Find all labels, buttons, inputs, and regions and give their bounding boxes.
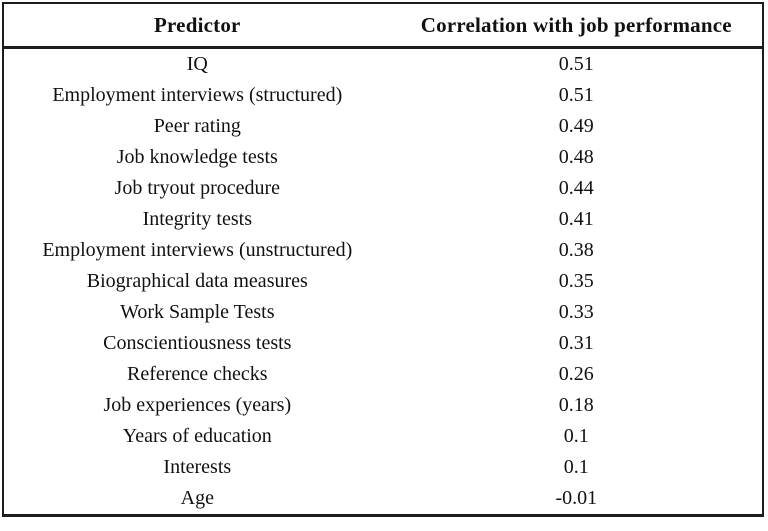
predictor-cell: Age xyxy=(180,487,214,509)
predictor-cell: Biographical data measures xyxy=(86,270,308,292)
header-predictor: Predictor xyxy=(4,4,391,49)
header-row: Predictor Correlation with job performan… xyxy=(4,4,762,49)
correlation-cell: 0.31 xyxy=(558,332,594,354)
table-row: Age -0.01 xyxy=(4,483,762,514)
predictor-cell: Work Sample Tests xyxy=(120,301,275,323)
correlation-table: Predictor Correlation with job performan… xyxy=(4,4,762,514)
table-row: Peer rating 0.49 xyxy=(4,111,762,142)
predictor-cell: Job experiences (years) xyxy=(103,394,292,416)
correlation-cell: 0.26 xyxy=(558,363,594,385)
correlation-cell: 0.38 xyxy=(558,239,594,261)
table-row: Employment interviews (unstructured) 0.38 xyxy=(4,235,762,266)
correlation-cell: 0.51 xyxy=(558,84,594,106)
predictor-cell: Employment interviews (structured) xyxy=(52,84,343,106)
table-row: Biographical data measures 0.35 xyxy=(4,266,762,297)
correlation-cell: 0.51 xyxy=(558,53,594,75)
predictor-cell: Years of education xyxy=(122,425,272,447)
correlation-cell: 0.33 xyxy=(558,301,594,323)
table-row: Job experiences (years) 0.18 xyxy=(4,390,762,421)
correlation-cell: 0.35 xyxy=(558,270,594,292)
correlation-cell: 0.44 xyxy=(558,177,594,199)
correlation-cell: 0.18 xyxy=(558,394,594,416)
predictor-correlation-table: Predictor Correlation with job performan… xyxy=(2,2,764,517)
table-row: Job tryout procedure 0.44 xyxy=(4,173,762,204)
predictor-cell: Job knowledge tests xyxy=(116,146,278,168)
predictor-cell: Reference checks xyxy=(127,363,268,385)
correlation-cell: 0.49 xyxy=(558,115,594,137)
table-row: Reference checks 0.26 xyxy=(4,359,762,390)
correlation-cell: 0.1 xyxy=(563,425,589,447)
table-row: Employment interviews (structured) 0.51 xyxy=(4,80,762,111)
predictor-cell: IQ xyxy=(186,53,208,75)
correlation-cell: 0.1 xyxy=(563,456,589,478)
table-body: IQ 0.51 Employment interviews (structured)… xyxy=(4,48,762,515)
table-row: Conscientiousness tests 0.31 xyxy=(4,328,762,359)
correlation-cell: 0.41 xyxy=(558,208,594,230)
header-correlation: Correlation with job performance xyxy=(390,4,762,49)
predictor-cell: Employment interviews (unstructured) xyxy=(42,239,353,261)
correlation-cell: 0.48 xyxy=(558,146,594,168)
predictor-cell: Job tryout procedure xyxy=(114,177,281,199)
table-row: IQ 0.51 xyxy=(4,48,762,81)
predictor-cell: Peer rating xyxy=(153,115,241,137)
correlation-cell: -0.01 xyxy=(555,487,598,509)
table-row: Work Sample Tests 0.33 xyxy=(4,297,762,328)
table-header: Predictor Correlation with job performan… xyxy=(4,4,762,49)
table-row: Interests 0.1 xyxy=(4,452,762,483)
predictor-cell: Conscientiousness tests xyxy=(103,332,292,354)
table-row: Integrity tests 0.41 xyxy=(4,204,762,235)
table-row: Job knowledge tests 0.48 xyxy=(4,142,762,173)
predictor-cell: Interests xyxy=(163,456,232,478)
table-row: Years of education 0.1 xyxy=(4,421,762,452)
predictor-cell: Integrity tests xyxy=(142,208,252,230)
